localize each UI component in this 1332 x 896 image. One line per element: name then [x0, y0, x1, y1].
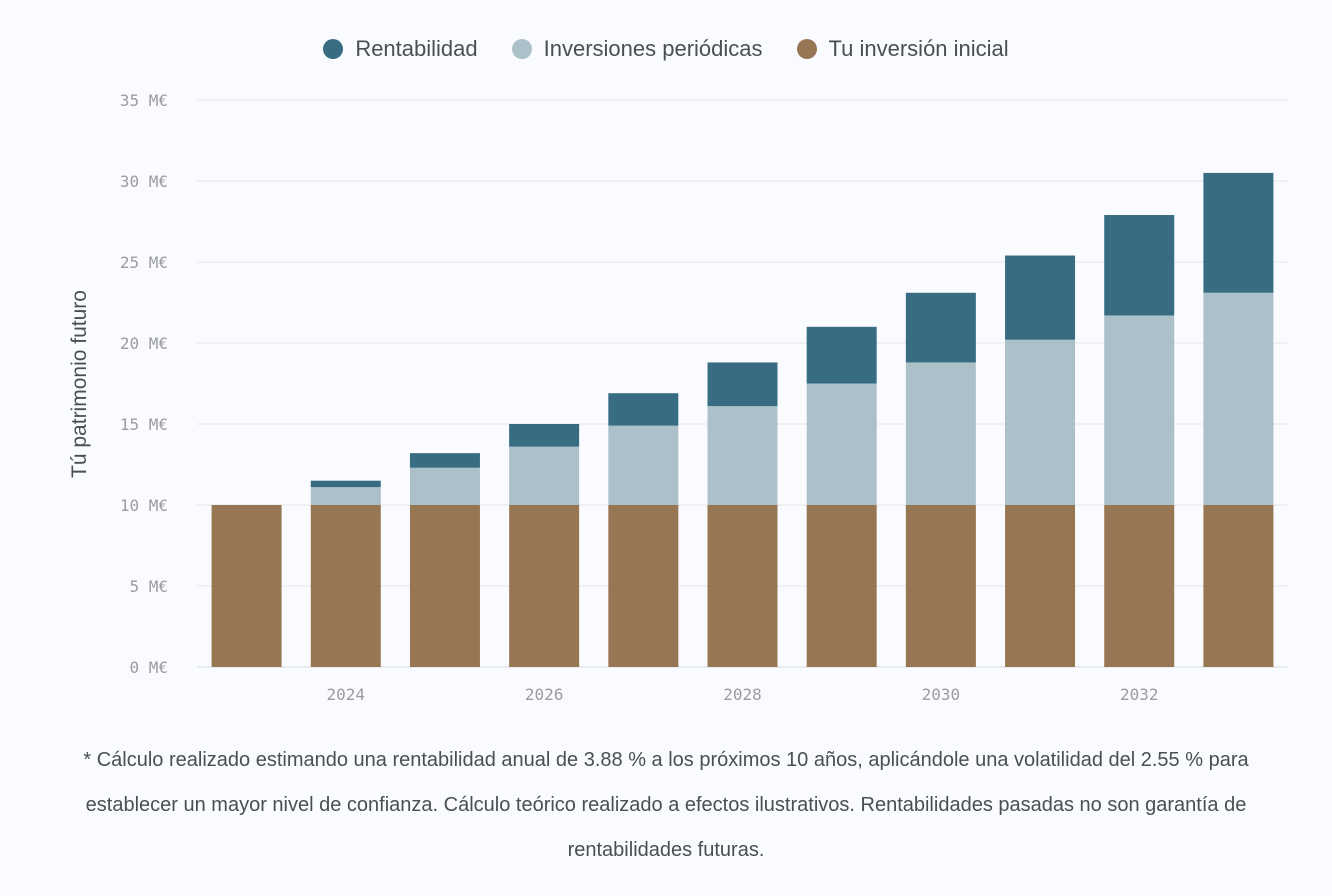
y-axis-label: Tú patrimonio futuro	[68, 290, 91, 478]
bar-rentabilidad-2027[interactable]	[608, 393, 679, 426]
disclaimer-footnote: * Cálculo realizado estimando una rentab…	[83, 749, 1249, 861]
bar-tu-inversi-n-inicial-2031[interactable]	[1005, 505, 1076, 667]
x-tick-label: 2024	[327, 685, 366, 704]
y-tick-label: 35 M€	[120, 91, 168, 110]
bar-rentabilidad-2033[interactable]	[1203, 172, 1274, 293]
bar-tu-inversi-n-inicial-2033[interactable]	[1203, 505, 1274, 667]
y-tick-label: 0 M€	[129, 658, 168, 677]
y-tick-label: 30 M€	[120, 172, 168, 191]
y-tick-label: 10 M€	[120, 496, 168, 515]
bar-rentabilidad-2031[interactable]	[1005, 255, 1076, 340]
legend-label: Inversiones periódicas	[543, 36, 763, 61]
legend-dot-rentabilidad-icon	[323, 39, 344, 59]
y-tick-label: 25 M€	[120, 253, 168, 272]
legend-label: Rentabilidad	[355, 36, 478, 61]
bar-inversiones-peri-dicas-2033[interactable]	[1203, 292, 1274, 505]
bar-rentabilidad-2032[interactable]	[1104, 215, 1175, 316]
legend-dot-inversiones-icon	[511, 39, 532, 59]
bar-rentabilidad-2029[interactable]	[806, 326, 877, 384]
bar-tu-inversi-n-inicial-2030[interactable]	[905, 505, 976, 667]
bars	[211, 172, 1274, 667]
bar-inversiones-peri-dicas-2031[interactable]	[1005, 339, 1076, 505]
bar-tu-inversi-n-inicial-2027[interactable]	[608, 505, 679, 667]
bar-inversiones-peri-dicas-2028[interactable]	[707, 406, 778, 505]
bar-inversiones-peri-dicas-2027[interactable]	[608, 425, 679, 505]
x-tick-label: 2032	[1120, 685, 1159, 704]
legend-item-rentabilidad[interactable]: Rentabilidad	[323, 36, 478, 62]
bar-inversiones-peri-dicas-2032[interactable]	[1104, 315, 1175, 505]
bar-rentabilidad-2026[interactable]	[509, 424, 580, 447]
bar-inversiones-peri-dicas-2030[interactable]	[905, 362, 976, 505]
y-axis-ticks: 0 M€ 5 M€ 10 M€ 15 M€ 20 M€ 25 M€ 30 M€ 35 M€	[120, 91, 168, 677]
x-axis-ticks: 2024 2026 2028 2030 2032	[327, 685, 1159, 704]
bar-inversiones-peri-dicas-2026[interactable]	[509, 446, 580, 505]
legend-dot-inicial-icon	[796, 39, 817, 59]
y-tick-label: 20 M€	[120, 334, 168, 353]
bar-inversiones-peri-dicas-2025[interactable]	[409, 467, 480, 505]
legend-item-inversion-inicial[interactable]: Tu inversión inicial	[796, 36, 1009, 62]
legend-item-inversiones-periodicas[interactable]: Inversiones periódicas	[511, 36, 763, 62]
bar-tu-inversi-n-inicial-2029[interactable]	[806, 505, 877, 667]
bar-rentabilidad-2024[interactable]	[310, 480, 381, 488]
y-tick-label: 15 M€	[120, 415, 168, 434]
y-tick-label: 5 M€	[129, 577, 168, 596]
x-tick-label: 2028	[723, 685, 762, 704]
legend-label: Tu inversión inicial	[828, 36, 1009, 61]
x-tick-label: 2026	[525, 685, 564, 704]
bar-tu-inversi-n-inicial-2025[interactable]	[409, 505, 480, 667]
bar-tu-inversi-n-inicial-2028[interactable]	[707, 505, 778, 667]
bar-tu-inversi-n-inicial-2023[interactable]	[211, 505, 282, 667]
bar-tu-inversi-n-inicial-2026[interactable]	[509, 505, 580, 667]
bar-tu-inversi-n-inicial-2032[interactable]	[1104, 505, 1175, 667]
bar-inversiones-peri-dicas-2024[interactable]	[310, 487, 381, 505]
stacked-bar-chart: 0 M€ 5 M€ 10 M€ 15 M€ 20 M€ 25 M€ 30 M€ 35 M€ 2…	[68, 91, 1288, 704]
bar-rentabilidad-2025[interactable]	[409, 453, 480, 468]
bar-rentabilidad-2030[interactable]	[905, 292, 976, 363]
bar-rentabilidad-2028[interactable]	[707, 362, 778, 407]
bar-tu-inversi-n-inicial-2024[interactable]	[310, 505, 381, 667]
x-tick-label: 2030	[922, 685, 961, 704]
chart-legend: Rentabilidad Inversiones periódicas Tu i…	[0, 36, 1332, 62]
bar-inversiones-peri-dicas-2029[interactable]	[806, 383, 877, 506]
